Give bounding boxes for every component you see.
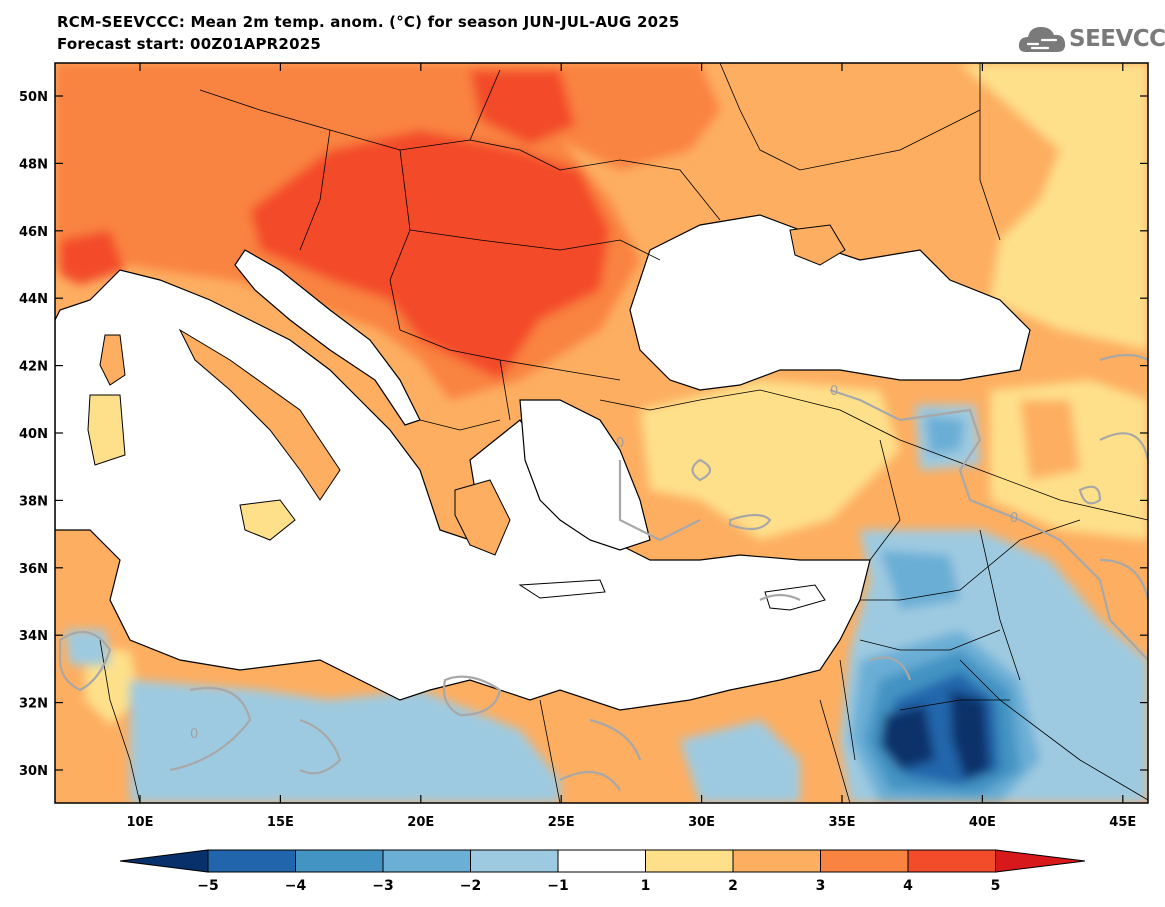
adriatic-sea bbox=[234, 249, 421, 426]
seevccc-logo: SEEVCCC bbox=[1018, 22, 1165, 58]
lat-label: 46N bbox=[19, 225, 48, 240]
lon-label: 10E bbox=[127, 815, 154, 830]
lon-label: 30E bbox=[688, 815, 715, 830]
anomaly-m2-m3-turkey bbox=[925, 415, 965, 455]
lon-label: 25E bbox=[548, 815, 575, 830]
contour-label: 0 bbox=[616, 436, 624, 451]
sardinia bbox=[87, 394, 126, 466]
lon-label: 35E bbox=[829, 815, 856, 830]
colorbar-segment bbox=[557, 849, 646, 873]
colorbar-segment bbox=[645, 849, 734, 873]
colorbar-label: 4 bbox=[903, 878, 913, 894]
anomaly-4-5-north bbox=[470, 70, 575, 145]
contour-labels: 0 0 0 0 bbox=[190, 384, 1018, 742]
lat-label: 50N bbox=[19, 90, 48, 105]
lat-label: 42N bbox=[19, 360, 48, 375]
lat-label: 36N bbox=[19, 562, 48, 577]
sicily bbox=[239, 499, 296, 541]
anomaly-4-5-alps bbox=[60, 230, 125, 285]
colorbar-segment bbox=[470, 849, 559, 873]
colorbar-label: −5 bbox=[197, 878, 218, 894]
anomaly-4-5-balkans bbox=[250, 130, 610, 380]
lat-label: 44N bbox=[19, 292, 48, 307]
colorbar-segment bbox=[907, 849, 996, 873]
anomaly-1-2-caucasus bbox=[960, 63, 1148, 350]
anomaly-m5-jordan-east bbox=[950, 690, 990, 780]
country-borders bbox=[99, 63, 1148, 803]
contour-label: 0 bbox=[1010, 511, 1018, 526]
colorbar-label: 3 bbox=[816, 878, 826, 894]
lon-label: 20E bbox=[407, 815, 434, 830]
lon-label: 40E bbox=[969, 815, 996, 830]
peloponnese bbox=[454, 479, 511, 556]
colorbar-segment bbox=[382, 849, 471, 873]
lat-label: 30N bbox=[19, 764, 48, 779]
crete bbox=[518, 579, 606, 599]
anomaly-2-3-east-turkey bbox=[1020, 400, 1080, 480]
anomaly-1-2-africa bbox=[85, 650, 140, 725]
cloud-icon bbox=[1018, 27, 1066, 52]
anomaly-1-2-anatolia bbox=[640, 380, 900, 540]
anomaly-m5-jordan-west bbox=[880, 705, 935, 770]
colorbar-label: −4 bbox=[285, 878, 307, 894]
colorbar-label: −2 bbox=[460, 878, 481, 894]
lon-label: 45E bbox=[1109, 815, 1136, 830]
colorbar-segment bbox=[820, 849, 909, 873]
lat-label: 38N bbox=[19, 494, 48, 509]
italy-south bbox=[178, 328, 341, 501]
lat-label: 48N bbox=[19, 157, 48, 172]
colorbar-label: 1 bbox=[641, 878, 651, 894]
lat-label: 40N bbox=[19, 427, 48, 442]
colorbar: −5 −4 −3 −2 −1 1 2 3 4 5 bbox=[119, 849, 1086, 894]
colorbar-arrow-left bbox=[119, 849, 209, 873]
lat-label: 34N bbox=[19, 629, 48, 644]
crimea bbox=[789, 224, 846, 266]
map-field: 0 0 0 0 bbox=[55, 63, 1148, 803]
colorbar-label: 5 bbox=[991, 878, 1001, 894]
colorbar-arrow-right bbox=[995, 849, 1086, 873]
lat-label: 32N bbox=[19, 697, 48, 712]
anomaly-m1-m2-egypt bbox=[680, 720, 800, 803]
aegean-sea bbox=[519, 399, 651, 551]
map-title: RCM-SEEVCCC: Mean 2m temp. anom. (°C) fo… bbox=[57, 13, 680, 31]
corsica bbox=[99, 334, 126, 386]
longitude-axis: 10E 15E 20E 25E 30E 35E 40E 45E bbox=[127, 63, 1136, 830]
colorbar-label: 2 bbox=[728, 878, 738, 894]
contour-label: 0 bbox=[190, 727, 198, 742]
logo-text: SEEVCCC bbox=[1069, 26, 1165, 52]
contour-label: 0 bbox=[830, 384, 838, 399]
lon-label: 15E bbox=[267, 815, 294, 830]
forecast-start: Forecast start: 00Z01APR2025 bbox=[57, 35, 321, 53]
anomaly-m2-m3-syria bbox=[880, 550, 960, 610]
colorbar-segment bbox=[295, 849, 384, 873]
colorbar-segment bbox=[732, 849, 821, 873]
latitude-axis: 50N 48N 46N 44N 42N 40N 38N 36N 34N 32N 30N bbox=[19, 90, 1148, 779]
zero-contours bbox=[58, 353, 1148, 791]
colorbar-segment bbox=[207, 849, 296, 873]
colorbar-label: −1 bbox=[547, 878, 568, 894]
colorbar-label: −3 bbox=[372, 878, 393, 894]
